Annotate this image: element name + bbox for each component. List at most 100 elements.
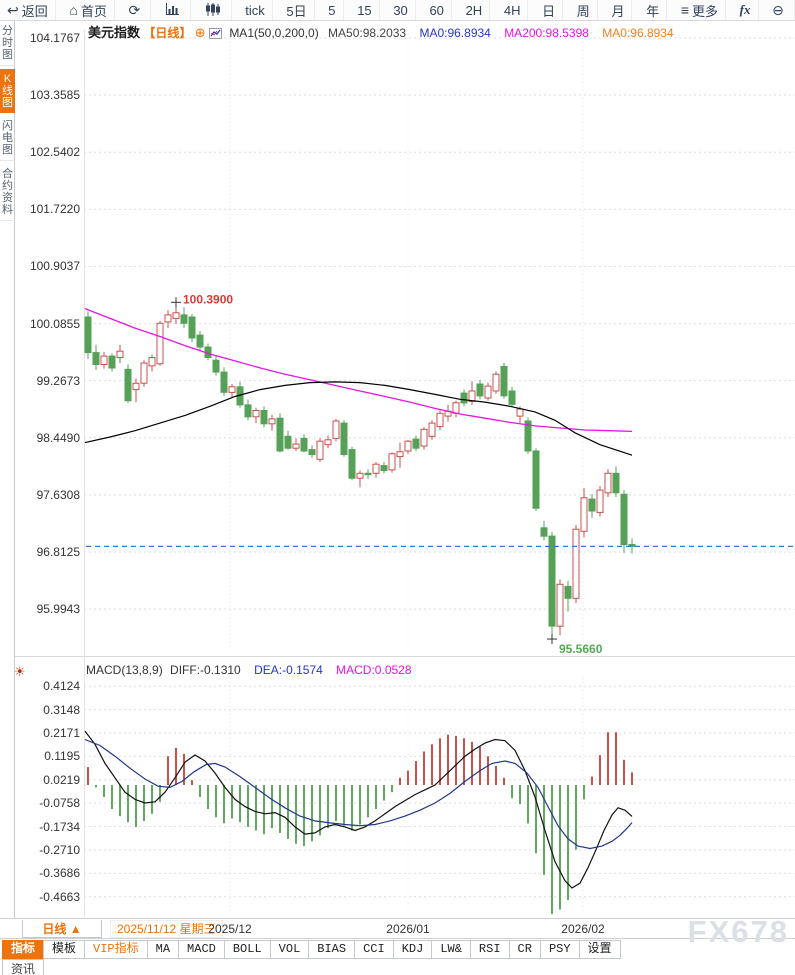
home-icon: ⌂ (69, 2, 78, 18)
ma50-value: MA50:98.2033 (328, 26, 407, 40)
y-axis-tick: -0.3686 (39, 866, 80, 881)
y-axis-tick: 98.4490 (36, 430, 80, 445)
tab-boll[interactable]: BOLL (223, 940, 271, 959)
tab-vip-indicator[interactable]: VIP指标 (84, 940, 148, 959)
more-button[interactable]: ≡ 更多 (674, 0, 726, 20)
period-label: 【日线】 (143, 26, 192, 40)
toolbar-item-label: 30 (393, 2, 408, 18)
tab-template[interactable]: 模板 (43, 940, 86, 959)
tab-ma[interactable]: MA (146, 940, 180, 959)
toolbar-item-label: fx (739, 2, 751, 17)
tab-vol[interactable]: VOL (269, 940, 310, 959)
y-axis-tick: 0.2171 (43, 725, 80, 740)
sidebar-contract-info-tab[interactable]: 合约资料 (0, 164, 15, 221)
tab-lw[interactable]: LW& (431, 940, 471, 959)
mini-chart-icon[interactable] (208, 28, 225, 42)
macd-dea-value: DEA:-0.1574 (254, 663, 323, 677)
tab-cci[interactable]: CCI (354, 940, 394, 959)
toolbar-item-label: 日 (542, 3, 556, 19)
zoom-out-button[interactable]: ⊖ (765, 0, 795, 20)
y-axis-tick: -0.4663 (39, 889, 80, 904)
y-axis-tick: 103.3585 (29, 88, 80, 103)
period-selector-button[interactable]: 日线 ▲ (22, 920, 102, 938)
candlestick-icon (205, 2, 221, 18)
tab-news[interactable]: 资讯 (2, 959, 44, 975)
sidebar-kline-chart-tab[interactable]: K线图 (0, 69, 15, 113)
tab-macd[interactable]: MACD (178, 940, 225, 959)
toolbar-item-label: 5日 (286, 3, 307, 19)
toolbar-item-label: 15 (357, 2, 372, 18)
macd-settings-icon[interactable]: ☀ (14, 664, 26, 679)
y-axis-tick: 0.3148 (43, 702, 80, 717)
back-arrow-icon: ↩ (7, 2, 19, 18)
y-axis-tick: 101.7220 (29, 202, 80, 217)
bar-chart-view-button[interactable] (158, 0, 191, 20)
tab-bias[interactable]: BIAS (308, 940, 356, 959)
timeframe-30-button[interactable]: 30 (386, 0, 416, 20)
toolbar-item-label: 5 (328, 2, 336, 18)
macd-title: MACD(13,8,9) (86, 663, 163, 677)
candlestick-view-button[interactable] (198, 0, 232, 20)
refresh-icon: ⟳ (128, 2, 141, 18)
ma200-value: MA200:98.5398 (504, 26, 589, 40)
toolbar-item-label: 4H (503, 2, 521, 18)
timeframe-5day-button[interactable]: 5日 (279, 0, 315, 20)
toolbar-item-label: 首页 (80, 3, 107, 19)
timeframe-5-button[interactable]: 5 (321, 0, 344, 20)
tab-cr[interactable]: CR (508, 940, 541, 959)
timeframe-month-button[interactable]: 月 (604, 0, 633, 20)
x-axis-label: 2026/02 (561, 922, 605, 936)
macd-macd-value: MACD:0.0528 (336, 663, 412, 677)
toolbar-item-label: 周 (576, 3, 590, 19)
indicator-toolbar: 指标 模板 VIP指标 MA MACD BOLL VOL BIAS CCI KDJ LW& RSI CR… (0, 940, 795, 959)
y-axis-tick: 102.5402 (29, 145, 80, 160)
x-axis-row: 日线 ▲ 2025/11/12 星期三 2025/12 2026/01 2026/0… (0, 918, 795, 939)
timeframe-day-button[interactable]: 日 (535, 0, 564, 20)
tab-settings[interactable]: 设置 (578, 940, 621, 959)
tab-psy[interactable]: PSY (539, 940, 580, 959)
back-button[interactable]: ↩ 返回 (0, 0, 56, 20)
timeframe-60-button[interactable]: 60 (422, 0, 452, 20)
timeframe-week-button[interactable]: 周 (570, 0, 598, 20)
left-sidebar: 分时图 K线图闪电图合约资料 (0, 21, 15, 918)
y-axis-tick: 0.0219 (43, 772, 80, 787)
svg-text:100.3900: 100.3900 (183, 292, 233, 306)
y-axis-tick: 104.1767 (29, 31, 80, 45)
symbol-name: 美元指数 (88, 25, 141, 40)
y-axis-tick: 99.2673 (36, 373, 80, 388)
y-axis-tick: 0.1195 (44, 749, 80, 764)
macd-header: MACD(13,8,9) DIFF:-0.1310 DEA:-0.1574 MA… (86, 663, 412, 677)
y-axis-tick: 96.8125 (36, 545, 80, 560)
x-axis-label: 2025/12 (208, 922, 252, 936)
y-axis-tick: 97.6308 (36, 487, 80, 502)
toolbar-item-label: 年 (646, 3, 660, 19)
y-axis-tick: -0.2710 (39, 842, 80, 857)
toolbar-item-label: 2H (465, 2, 483, 18)
tab-indicator[interactable]: 指标 (2, 940, 45, 959)
tab-rsi[interactable]: RSI (469, 940, 510, 959)
timeframe-year-button[interactable]: 年 (639, 0, 668, 20)
fx-button[interactable]: fx (733, 0, 759, 20)
highlighted-date-label: 2025/11/12 星期三 (110, 920, 223, 938)
tab-kdj[interactable]: KDJ (392, 940, 433, 959)
chart-header: 美元指数 【日线】 ⊕ MA1(50,0,200,0) MA50:98.2033… (88, 22, 674, 42)
y-axis-tick: 0.4124 (43, 679, 80, 694)
home-button[interactable]: ⌂ 首页 (62, 0, 115, 20)
sidebar-lightning-chart-tab[interactable]: 闪电图 (0, 116, 15, 161)
timeframe-15-button[interactable]: 15 (350, 0, 380, 20)
sidebar-time-chart-tab[interactable]: 分时图 (0, 21, 15, 66)
refresh-button[interactable]: ⟳ (122, 0, 152, 20)
y-axis-tick: 95.9943 (36, 602, 80, 617)
timeframe-2h-button[interactable]: 2H (459, 0, 491, 20)
ma0-orange-value: MA0:96.8934 (602, 26, 674, 40)
ma0-blue-value: MA0:96.8934 (419, 26, 491, 40)
timeframe-4h-button[interactable]: 4H (497, 0, 529, 20)
zoom-out-icon: ⊖ (772, 2, 784, 18)
x-axis-label: 2026/01 (386, 922, 430, 936)
toolbar-item-label: 返回 (21, 3, 48, 19)
add-symbol-icon[interactable]: ⊕ (194, 25, 206, 40)
timeframe-tick-button[interactable]: tick (238, 0, 273, 20)
toolbar-item-label: 月 (611, 3, 625, 19)
y-axis-tick: -0.1734 (39, 819, 80, 834)
